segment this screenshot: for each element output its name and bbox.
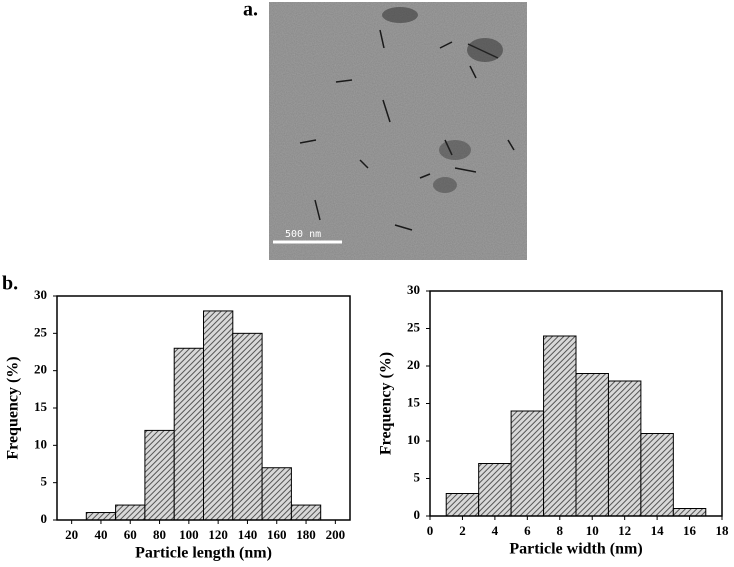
x-tick-label: 40: [94, 527, 107, 542]
x-tick-label: 60: [124, 527, 137, 542]
y-tick-label: 25: [407, 319, 421, 334]
y-tick-label: 5: [41, 474, 48, 489]
bar: [144, 429, 175, 521]
y-tick-label: 5: [414, 469, 421, 484]
y-tick-label: 15: [34, 399, 48, 414]
x-tick-label: 2: [459, 523, 466, 538]
y-tick-label: 30: [34, 287, 47, 302]
panel-label: a.: [243, 0, 258, 21]
bar: [290, 504, 322, 521]
x-tick-label: 120: [208, 527, 228, 542]
x-tick-label: 10: [586, 523, 599, 538]
y-axis-title: Frequency (%): [378, 352, 395, 455]
y-tick-label: 20: [407, 357, 420, 372]
y-tick-label: 25: [34, 324, 48, 339]
bar: [232, 332, 263, 521]
x-tick-label: 0: [427, 523, 434, 538]
bar: [173, 347, 204, 521]
y-tick-label: 10: [34, 436, 47, 451]
x-tick-label: 12: [618, 523, 631, 538]
bar: [478, 463, 512, 517]
x-tick-label: 18: [716, 523, 730, 538]
scale-bar-label: 500 nm: [285, 229, 321, 240]
y-tick-label: 30: [407, 282, 420, 297]
bar: [261, 467, 292, 521]
bar: [640, 433, 674, 517]
bar: [543, 335, 577, 517]
x-axis-title: Particle length (nm): [135, 545, 272, 562]
bar: [510, 410, 545, 517]
x-tick-label: 180: [296, 527, 316, 542]
y-tick-label: 0: [41, 511, 48, 526]
x-tick-label: 100: [179, 527, 199, 542]
micrograph: 500 nm: [269, 2, 527, 260]
x-tick-label: 80: [153, 527, 166, 542]
x-tick-label: 4: [492, 523, 499, 538]
panel-label: b.: [2, 273, 18, 295]
bar: [607, 380, 642, 517]
y-tick-label: 0: [414, 507, 421, 522]
x-tick-label: 140: [238, 527, 258, 542]
x-tick-label: 14: [651, 523, 665, 538]
x-tick-label: 20: [65, 527, 78, 542]
bar: [575, 373, 609, 517]
bar: [203, 310, 234, 521]
y-tick-label: 10: [407, 432, 420, 447]
bar: [445, 493, 480, 517]
x-tick-label: 160: [267, 527, 287, 542]
x-tick-label: 16: [683, 523, 697, 538]
x-tick-label: 6: [524, 523, 531, 538]
y-tick-label: 15: [407, 394, 421, 409]
y-axis-title: Frequency (%): [5, 356, 22, 459]
x-axis-title: Particle width (nm): [509, 541, 642, 558]
bar: [85, 512, 117, 521]
bar: [672, 508, 707, 517]
x-tick-label: 200: [326, 527, 346, 542]
bar: [115, 504, 146, 521]
x-tick-label: 8: [557, 523, 564, 538]
y-tick-label: 20: [34, 362, 47, 377]
